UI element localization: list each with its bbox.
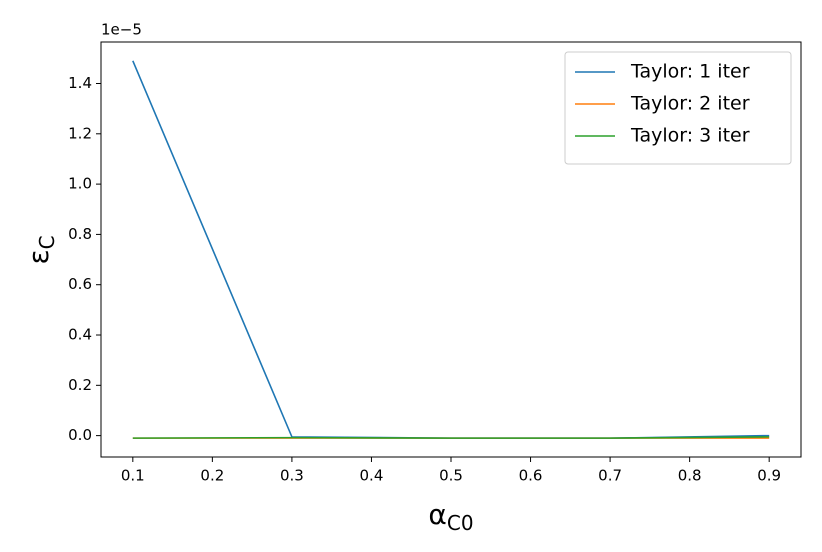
x-tick-label: 0.2 (200, 467, 224, 485)
legend-box (564, 51, 792, 165)
y-axis-label: εC (22, 235, 59, 264)
y-tick-label: 1.0 (68, 175, 92, 193)
y-offset-label: 1e−5 (101, 21, 142, 39)
legend-label: Taylor: 1 iter (630, 61, 750, 83)
y-label-subscript: C (35, 235, 59, 249)
y-tick-label: 1.2 (68, 124, 92, 142)
x-tick-label: 0.5 (439, 467, 463, 485)
x-tick-label: 0.3 (280, 467, 304, 485)
legend-label: Taylor: 2 iter (630, 93, 750, 115)
data-line (132, 436, 770, 439)
y-label-symbol: ε (22, 249, 55, 264)
x-tick-label: 0.6 (519, 467, 543, 485)
x-axis-label: αC0 (428, 498, 473, 535)
x-tick-label: 0.7 (598, 467, 622, 485)
y-tick-label: 0.4 (68, 326, 92, 344)
legend-label: Taylor: 3 iter (630, 125, 750, 147)
x-tick-label: 0.1 (121, 467, 145, 485)
x-label-subscript: C0 (447, 511, 474, 535)
x-tick-label: 0.8 (678, 467, 702, 485)
y-tick-label: 0.2 (68, 376, 92, 394)
y-tick-label: 0.8 (68, 225, 92, 243)
y-tick-label: 0.0 (68, 426, 92, 444)
y-tick-label: 1.4 (68, 74, 92, 92)
x-tick-label: 0.9 (757, 467, 781, 485)
plot-frame (100, 41, 802, 458)
y-tick-label: 0.6 (68, 275, 92, 293)
x-label-symbol: α (428, 498, 446, 531)
x-tick-label: 0.4 (360, 467, 384, 485)
